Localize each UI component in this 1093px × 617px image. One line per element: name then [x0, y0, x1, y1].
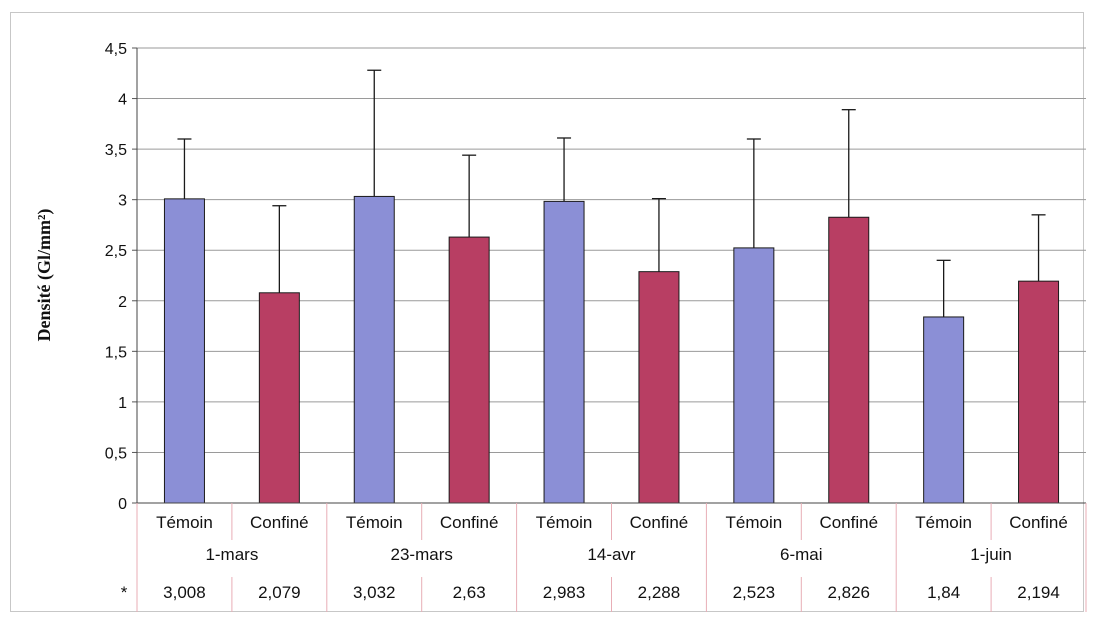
- category-label: Témoin: [915, 513, 972, 532]
- table-value: 2,63: [453, 583, 486, 602]
- bar: [258, 292, 300, 504]
- y-tick-label: 4,5: [105, 41, 127, 58]
- axes: 0 0,5 1 1,5 2 2,5 3 3,5 4 4,5: [105, 41, 1086, 513]
- bar: [353, 195, 395, 504]
- category-labels: Témoin 3,008 Confiné 2,079 Témoin 3,032 Confin…: [121, 503, 1087, 612]
- bar: [923, 316, 965, 504]
- group-label: 6-mai: [780, 545, 823, 564]
- chart-frame: [10, 12, 1084, 612]
- category-label: Témoin: [346, 513, 403, 532]
- bar: [543, 200, 585, 504]
- group-label: 14-avr: [587, 545, 636, 564]
- table-value: 2,288: [638, 583, 681, 602]
- y-tick-label: 3,5: [105, 142, 127, 159]
- y-axis-label: Densité (Gl/mm²): [34, 209, 55, 342]
- y-tick-label: 1,5: [105, 344, 127, 361]
- category-label: Confiné: [250, 513, 309, 532]
- category-label: Témoin: [536, 513, 593, 532]
- category-label: Confiné: [1009, 513, 1068, 532]
- y-tick-label: 3: [118, 193, 127, 210]
- y-tick-label: 1: [118, 395, 127, 412]
- bar: [163, 198, 205, 504]
- group-label: 1-mars: [205, 545, 258, 564]
- y-tick-label: 0,5: [105, 445, 127, 462]
- table-value: 2,194: [1017, 583, 1060, 602]
- table-value: 3,008: [163, 583, 206, 602]
- table-value: 2,079: [258, 583, 301, 602]
- group-label: 1-juin: [970, 545, 1012, 564]
- table-value: 3,032: [353, 583, 396, 602]
- bar: [638, 271, 680, 504]
- table-marker: *: [121, 583, 128, 602]
- y-tick-label: 2,5: [105, 243, 127, 260]
- y-tick-label: 0: [118, 496, 127, 513]
- y-tick-label: 2: [118, 294, 127, 311]
- category-label: Confiné: [630, 513, 689, 532]
- table-value: 1,84: [927, 583, 960, 602]
- bars: [163, 69, 1060, 504]
- category-label: Confiné: [819, 513, 878, 532]
- category-label: Confiné: [440, 513, 499, 532]
- y-tick-label: 4: [118, 92, 127, 109]
- bar: [448, 236, 490, 504]
- table-value: 2,826: [827, 583, 870, 602]
- bar: [828, 216, 870, 504]
- group-label: 23-mars: [391, 545, 453, 564]
- bar: [1018, 280, 1060, 504]
- bar: [733, 247, 775, 504]
- table-value: 2,523: [733, 583, 776, 602]
- table-value: 2,983: [543, 583, 586, 602]
- category-label: Témoin: [156, 513, 213, 532]
- category-label: Témoin: [726, 513, 783, 532]
